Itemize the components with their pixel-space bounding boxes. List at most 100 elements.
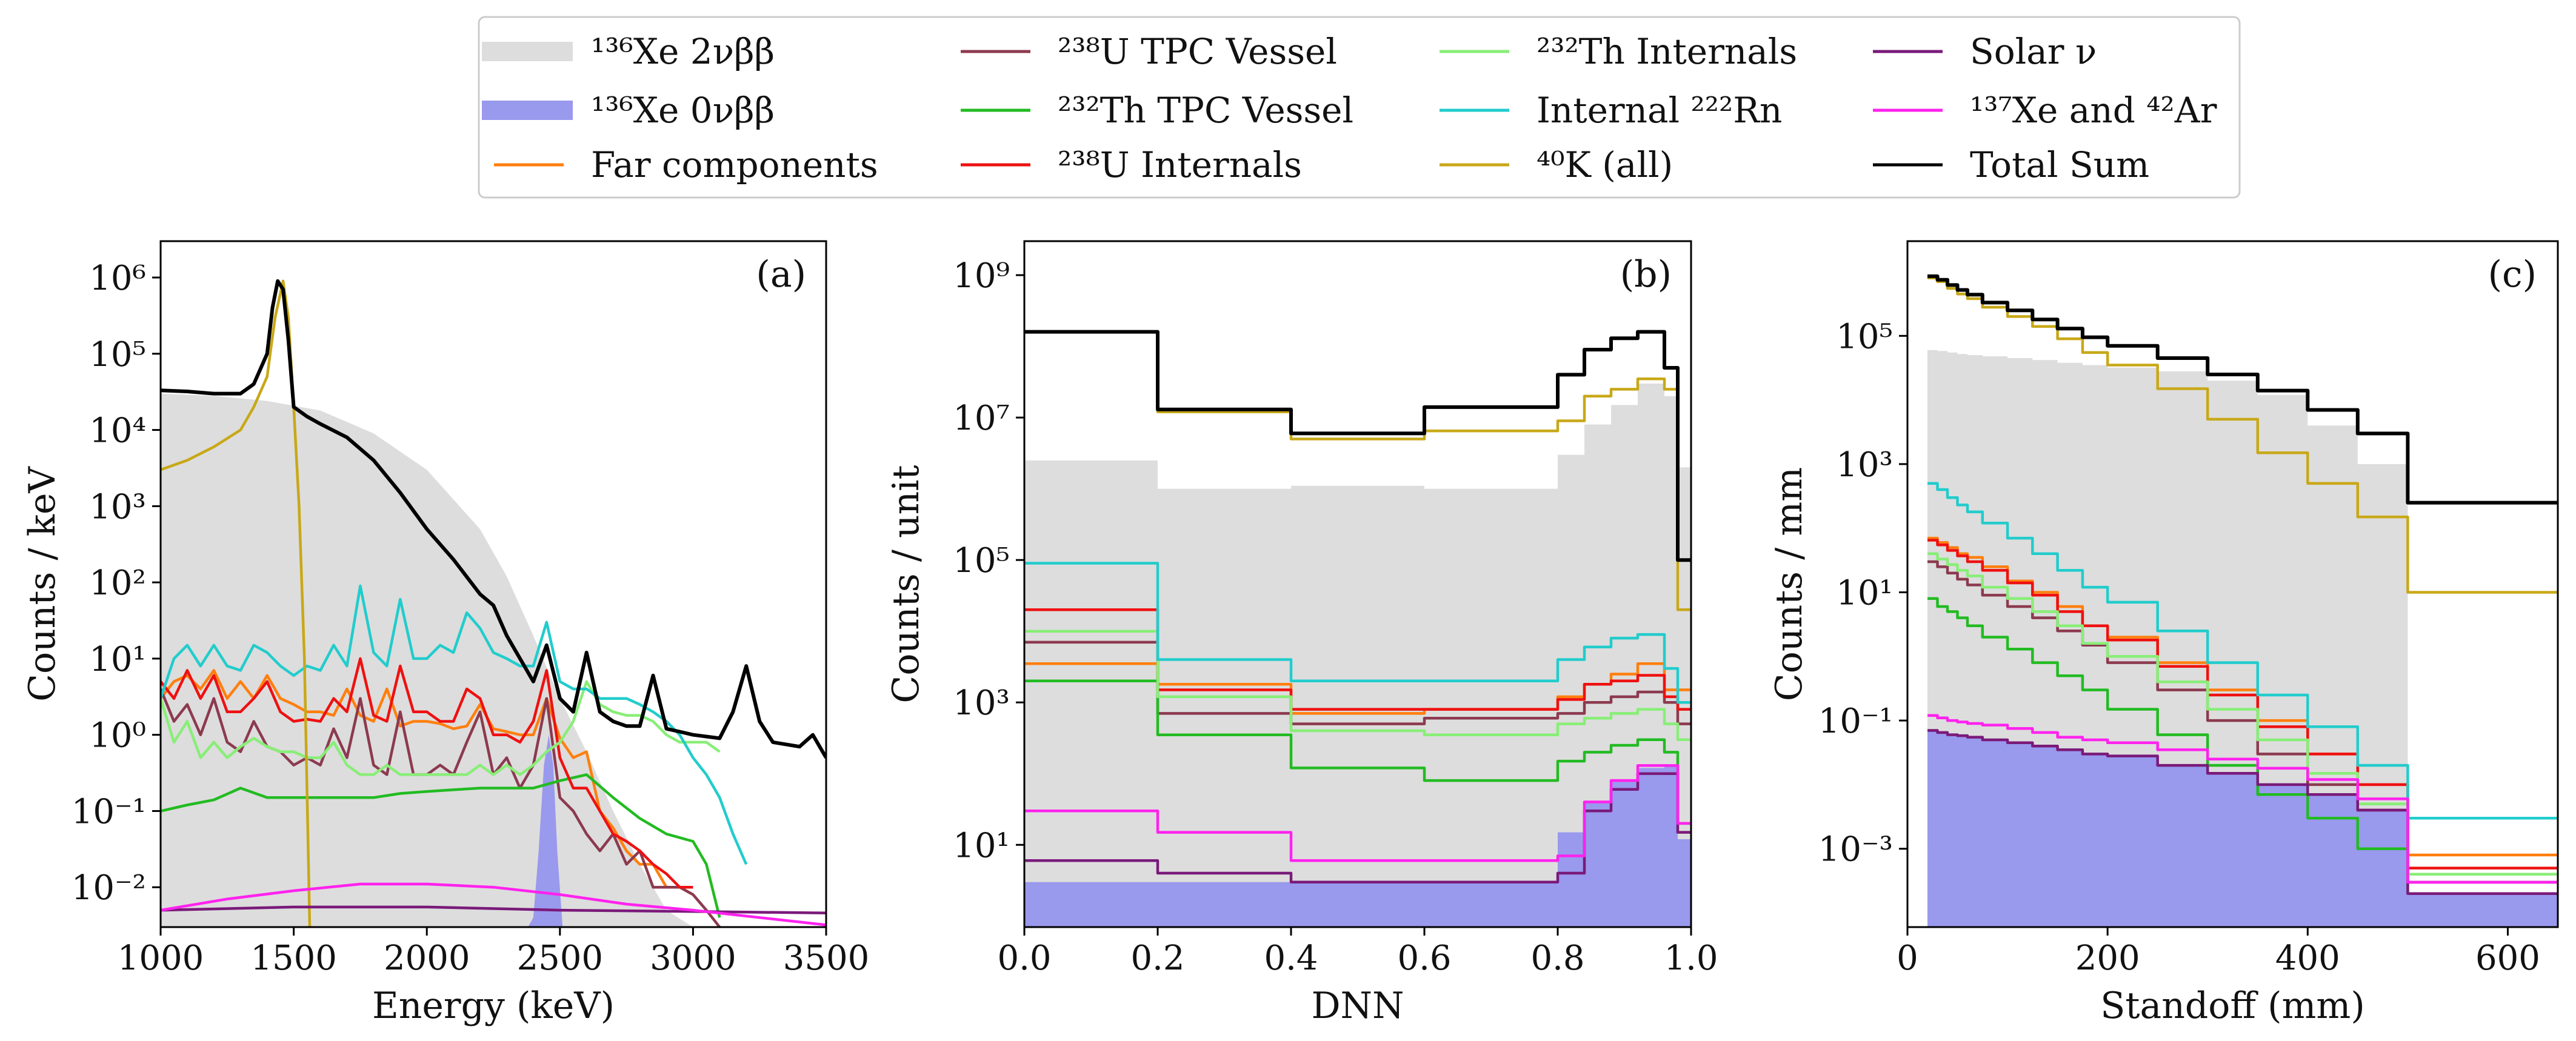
x-tick-label-0-5: 3500 <box>783 939 870 978</box>
x-tick-label-0-0: 1000 <box>118 939 204 978</box>
series-u238v-panel-0 <box>161 688 721 927</box>
plot-area-1 <box>1024 330 1691 927</box>
series-th232v-panel-1 <box>1024 679 1691 825</box>
y-axis-title-2: Counts / mm <box>1768 467 1810 701</box>
x-tick-label-0-3: 2500 <box>517 939 604 978</box>
legend-label-xe0v: ¹³⁶Xe 0νββ <box>591 90 775 131</box>
y-tick-label-2-3: 10³ <box>1836 445 1893 485</box>
legend-label-th232i: ²³²Th Internals <box>1537 31 1797 72</box>
legend-entry-xe0v: ¹³⁶Xe 0νββ <box>482 90 775 131</box>
axes-frame-0 <box>159 240 827 928</box>
x-tick-label-1-4: 0.8 <box>1530 939 1584 978</box>
legend-label-th232v: ²³²Th TPC Vessel <box>1058 90 1353 131</box>
series-xe2v-panel-1 <box>1024 384 1691 927</box>
x-tick-label-2-2: 400 <box>2275 939 2340 978</box>
panel-tag-0: (a) <box>756 253 806 296</box>
y-tick-label-1-0: 10¹ <box>953 826 1010 865</box>
legend-label-xe137: ¹³⁷Xe and ⁴²Ar <box>1970 90 2217 131</box>
legend-entry-total: Total Sum <box>1873 144 2149 185</box>
legend-label-xe2v: ¹³⁶Xe 2νββ <box>591 31 775 72</box>
legend-entry-rn222: Internal ²²²Rn <box>1440 90 1782 131</box>
y-tick-label-2-0: 10⁻³ <box>1818 830 1893 870</box>
x-tick-label-1-1: 0.2 <box>1130 939 1184 978</box>
x-tick-label-2-3: 600 <box>2475 939 2540 978</box>
series-total-panel-2 <box>1927 274 2558 505</box>
y-tick-label-2-1: 10⁻¹ <box>1818 702 1893 741</box>
series-xe137-panel-0 <box>161 882 826 926</box>
legend-swatch-xe0v <box>482 101 573 120</box>
legend-label-far: Far components <box>591 144 878 185</box>
series-xe137-panel-2 <box>1927 714 2558 884</box>
series-solar-panel-2 <box>1927 729 2558 895</box>
x-tick-label-2-1: 200 <box>2075 939 2140 978</box>
x-tick-label-1-5: 1.0 <box>1664 939 1718 978</box>
axes-frame-2 <box>1906 240 2559 928</box>
legend-label-total: Total Sum <box>1970 144 2149 185</box>
y-axis-title-0: Counts / keV <box>21 465 64 701</box>
series-th232i-panel-1 <box>1024 630 1691 741</box>
y-tick-label-0-0: 10⁻² <box>72 868 146 908</box>
y-tick-label-1-4: 10⁹ <box>953 256 1010 296</box>
plot-area-0 <box>161 279 826 927</box>
y-tick-label-1-2: 10⁵ <box>953 541 1010 580</box>
series-u238i-panel-1 <box>1024 608 1691 711</box>
series-u238i-panel-0 <box>161 657 693 889</box>
series-rn222-panel-1 <box>1024 562 1691 704</box>
y-tick-label-2-2: 10¹ <box>1836 574 1893 613</box>
series-xe0v-panel-2 <box>1927 730 2558 927</box>
y-tick-label-0-5: 10³ <box>89 487 146 527</box>
legend-entry-far: Far components <box>494 144 878 185</box>
series-k40-panel-0 <box>161 279 312 927</box>
y-axis-title-1: Counts / unit <box>885 465 927 703</box>
x-axis-title-0: Energy (keV) <box>372 985 615 1027</box>
x-axis-title-1: DNN <box>1311 985 1404 1027</box>
series-th232i-panel-0 <box>161 680 721 776</box>
series-th232v-panel-0 <box>161 773 721 918</box>
series-total-panel-0 <box>161 279 826 759</box>
y-tick-label-0-2: 10⁰ <box>89 716 146 756</box>
panel-tag-2: (c) <box>2488 253 2537 296</box>
legend-entry-th232i: ²³²Th Internals <box>1440 31 1797 72</box>
legend-entry-xe2v: ¹³⁶Xe 2νββ <box>482 31 775 72</box>
x-tick-label-2-0: 0 <box>1897 939 1918 978</box>
legend-label-u238i: ²³⁸U Internals <box>1058 144 1302 185</box>
y-tick-label-0-6: 10⁴ <box>89 411 146 451</box>
series-total-panel-1 <box>1024 330 1691 562</box>
panel-b: 0.0 0.2 0.4 0.6 0.8 1.0 10¹ 10³ 10⁵ 10⁷ 10⁹ DNN Coun… <box>885 240 1718 1027</box>
legend-entry-u238v: ²³⁸U TPC Vessel <box>961 31 1337 72</box>
legend: ¹³⁶Xe 2νββ ¹³⁶Xe 0νββ Far components ²³⁸U T… <box>478 16 2241 199</box>
series-rn222-panel-2 <box>1927 482 2558 820</box>
legend-entry-u238i: ²³⁸U Internals <box>961 144 1302 185</box>
x-tick-label-0-4: 3000 <box>650 939 736 978</box>
legend-label-solar: Solar ν <box>1970 31 2097 72</box>
legend-label-rn222: Internal ²²²Rn <box>1537 90 1782 131</box>
y-tick-label-0-3: 10¹ <box>89 640 146 679</box>
legend-label-k40: ⁴⁰K (all) <box>1537 144 1673 185</box>
series-rn222-panel-0 <box>161 584 748 865</box>
series-th232i-panel-2 <box>1927 552 2558 876</box>
legend-entry-th232v: ²³²Th TPC Vessel <box>961 90 1353 131</box>
y-tick-label-2-4: 10⁵ <box>1836 317 1893 356</box>
series-xe0v-panel-1 <box>1024 765 1691 927</box>
axes-frame-1 <box>1023 240 1692 928</box>
y-tick-label-1-3: 10⁷ <box>953 399 1010 438</box>
y-tick-label-1-1: 10³ <box>953 683 1010 723</box>
series-th232v-panel-2 <box>1927 597 2558 895</box>
y-tick-label-0-8: 10⁶ <box>89 259 146 298</box>
series-xe2v-panel-0 <box>161 393 693 927</box>
legend-swatch-xe2v <box>482 42 573 61</box>
legend-label-u238v: ²³⁸U TPC Vessel <box>1058 31 1337 72</box>
y-tick-label-0-7: 10⁵ <box>89 335 146 374</box>
y-tick-label-0-4: 10² <box>89 564 146 603</box>
panel-tag-1: (b) <box>1620 253 1672 296</box>
x-tick-label-0-1: 1500 <box>250 939 337 978</box>
x-tick-label-0-2: 2000 <box>384 939 470 978</box>
series-xe137-panel-1 <box>1024 764 1691 862</box>
legend-entry-xe137: ¹³⁷Xe and ⁴²Ar <box>1873 90 2217 131</box>
plot-area-2 <box>1927 274 2558 927</box>
x-axis-title-2: Standoff (mm) <box>2100 985 2364 1027</box>
panel-a: 1000 1500 2000 2500 3000 3500 10⁻² 10⁻¹ 10⁰ 10¹ 10… <box>21 240 870 1027</box>
legend-entry-k40: ⁴⁰K (all) <box>1440 144 1673 185</box>
y-tick-label-0-1: 10⁻¹ <box>72 792 146 831</box>
